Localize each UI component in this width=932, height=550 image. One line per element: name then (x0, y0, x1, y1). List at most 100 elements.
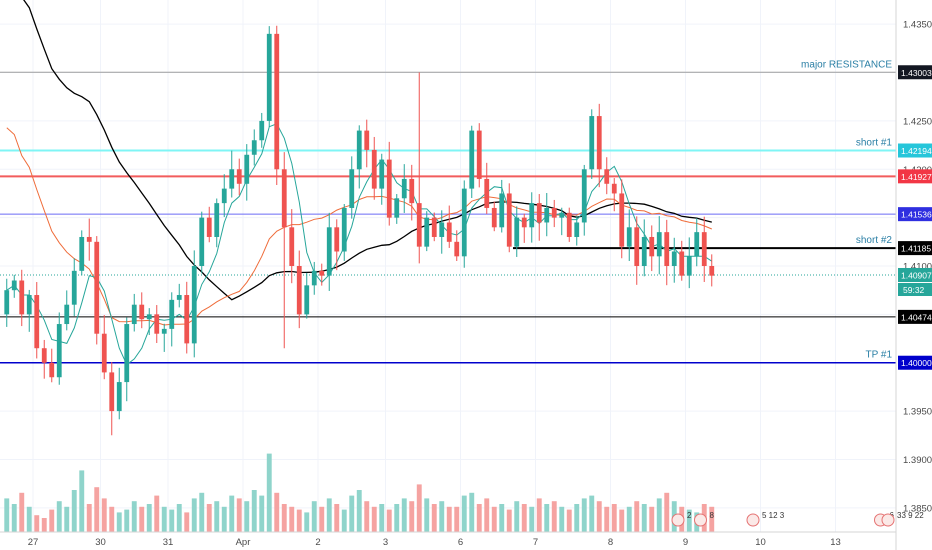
event-flag-icon (746, 513, 760, 527)
price-tick-label: 1.38500 (903, 503, 932, 514)
price-badges: 1.43003 1.42194 1.41927 1.41536 1.41185 1.404… (898, 65, 932, 370)
volume-bar (34, 515, 40, 532)
candle-body (649, 236, 655, 257)
candle-body (176, 295, 182, 300)
candle-body (589, 116, 595, 170)
volume-bar (131, 501, 137, 532)
volume-bar (49, 509, 55, 532)
candle-body (461, 188, 467, 257)
volume-bar (4, 498, 10, 532)
volume-bar (326, 498, 332, 532)
candle-body (334, 227, 340, 252)
volume-bar (176, 504, 182, 532)
volume-bar (619, 509, 625, 532)
volume-bar (401, 498, 407, 532)
price-badge-text: 1.40474 (901, 312, 932, 322)
time-tick-label: 3 (383, 537, 388, 548)
time-tick-label: 9 (683, 537, 688, 548)
volume-bar (184, 512, 190, 532)
candle-body (356, 130, 362, 170)
volume-bar (431, 504, 437, 532)
price-badge-text: 1.43003 (901, 68, 932, 78)
time-tick-label: Apr (236, 537, 251, 548)
candle-body (34, 295, 40, 349)
volume-bar (266, 453, 272, 532)
candle-body (49, 362, 55, 378)
candle-body (26, 295, 32, 315)
volume-bar (476, 504, 482, 532)
volume-bar (259, 495, 265, 532)
candle-body (379, 159, 385, 189)
candle-body (296, 266, 302, 315)
event-markers: 285 12 3633 9 229 (671, 511, 924, 527)
time-tick-label: 27 (28, 537, 39, 548)
candle-body (416, 203, 422, 247)
volume-bar (506, 509, 512, 532)
volume-bar (244, 501, 250, 532)
volume-bar (536, 498, 542, 532)
volume-bar (319, 506, 325, 532)
candle-body (304, 285, 310, 315)
volume-bar (334, 504, 340, 532)
volume-bar (11, 504, 17, 532)
candle-body (19, 280, 25, 315)
volume-bar (274, 492, 280, 532)
time-tick-label: 30 (95, 537, 106, 548)
volume-bar (469, 492, 475, 532)
candle-body (596, 116, 602, 170)
event-count: 5 12 3 (762, 511, 785, 520)
candle-body (686, 256, 692, 276)
candle-body (476, 130, 482, 179)
volume-bar (71, 490, 77, 532)
volume-bar (581, 498, 587, 532)
volume-bar (416, 484, 422, 532)
volume-bar (229, 495, 235, 532)
volume-bar (109, 506, 115, 532)
candle-body (439, 222, 445, 237)
candle-series (4, 25, 715, 436)
candle-body (289, 227, 295, 266)
candle-body (124, 324, 130, 383)
candle-body (641, 236, 647, 266)
price-badge-text: 1.40000 (901, 358, 932, 368)
price-badge-text: 1.41927 (901, 172, 932, 182)
volume-bar (364, 501, 370, 532)
price-tick-label: 1.43500 (903, 20, 932, 31)
candle-body (446, 222, 452, 242)
candle-body (499, 193, 505, 228)
volume-bar (139, 506, 145, 532)
candle-body (319, 270, 325, 276)
time-tick-label: 6 (458, 537, 463, 548)
volume-bar (116, 512, 122, 532)
candle-body (4, 290, 10, 315)
level-label: short #2 (856, 235, 893, 246)
candle-body (266, 33, 272, 121)
volume-bar (566, 509, 572, 532)
volume-bar (161, 506, 167, 532)
event-count: 33 9 22 (897, 511, 924, 520)
volume-bar (86, 504, 92, 532)
volume-bar (349, 495, 355, 532)
candle-body (694, 232, 700, 257)
volume-bar (596, 501, 602, 532)
candle-body (169, 299, 175, 329)
volume-bar (499, 504, 505, 532)
candle-body (311, 270, 317, 286)
time-axis[interactable]: 27 30 31 Apr 2 3 6 7 8 9 10 13 (28, 537, 841, 548)
candle-body (109, 372, 115, 412)
candle-body (326, 227, 332, 276)
candle-body (424, 217, 430, 247)
candle-body (191, 266, 197, 344)
candle-body (349, 169, 355, 208)
candle-body (604, 169, 610, 184)
time-tick-label: 7 (533, 537, 538, 548)
volume-bar (206, 504, 212, 532)
candle-body (679, 251, 685, 276)
volume-bar (611, 504, 617, 532)
volume-bar (634, 501, 640, 532)
event-count: 2 (687, 511, 692, 520)
volume-bar (341, 509, 347, 532)
price-badge (898, 143, 932, 158)
volume-bar (199, 492, 205, 532)
